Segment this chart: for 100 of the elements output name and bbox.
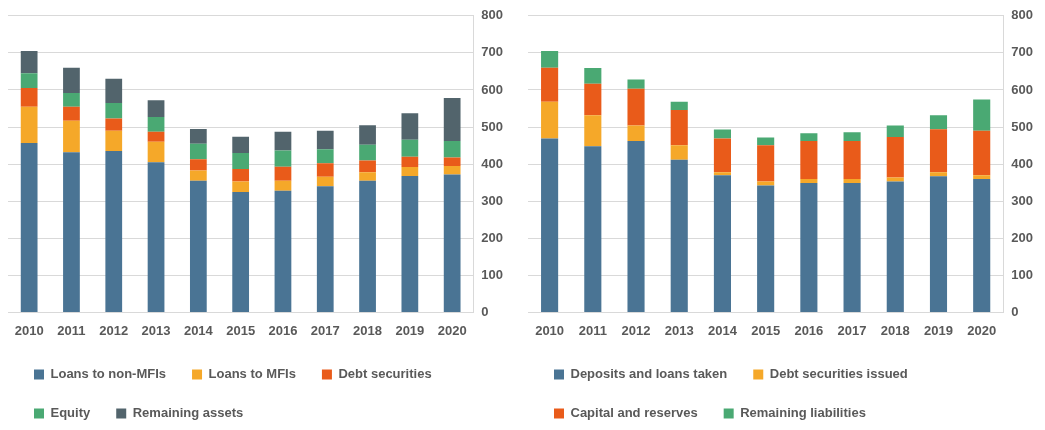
bar (316, 130, 334, 150)
bar (274, 166, 292, 181)
y-tick-label: 800 (1011, 7, 1034, 23)
bar (584, 68, 602, 84)
bar (929, 129, 948, 173)
bar (274, 150, 292, 167)
y-tick-label: 700 (481, 44, 504, 60)
bar (20, 142, 38, 312)
x-tick-label: 2016 (794, 322, 824, 338)
bar (670, 145, 688, 160)
bar (757, 145, 775, 182)
bar (443, 141, 461, 158)
bar (584, 83, 602, 116)
x-tick-label: 2017 (837, 322, 867, 338)
y-tick-label: 500 (1011, 118, 1034, 134)
x-tick-label: 2017 (310, 322, 340, 338)
x-tick-label: 2015 (226, 322, 256, 338)
bar (800, 133, 818, 142)
bar (584, 146, 602, 312)
bar (232, 168, 250, 182)
bar (105, 118, 123, 131)
x-tick-label: 2010 (14, 322, 44, 338)
bar (584, 115, 602, 147)
bar (359, 180, 376, 312)
bar (627, 79, 645, 89)
bar (627, 141, 645, 312)
bar (843, 141, 861, 179)
bar (713, 129, 731, 139)
x-tick-label: 2016 (268, 322, 298, 338)
bar (147, 100, 165, 118)
bar (800, 141, 818, 179)
bar (232, 191, 250, 312)
x-tick-label: 2018 (353, 322, 383, 338)
bar (359, 172, 376, 181)
bar (274, 190, 292, 312)
x-tick-label: 2011 (57, 322, 86, 338)
x-tick-label: 2013 (664, 322, 694, 338)
bar (713, 172, 731, 176)
x-tick-label: 2012 (99, 322, 129, 338)
bar (316, 176, 334, 187)
bar (316, 186, 334, 312)
bar (443, 165, 461, 175)
bar (929, 115, 948, 130)
bar (443, 157, 461, 166)
legend-label: Loans to MFIs (208, 366, 296, 382)
bar (105, 102, 123, 119)
bar (541, 101, 559, 139)
bar (541, 138, 559, 312)
legend-label: Deposits and loans taken (570, 366, 728, 382)
bar (20, 73, 38, 89)
y-tick-label: 600 (481, 81, 504, 97)
bar (843, 178, 861, 184)
x-tick-label: 2014 (707, 322, 738, 338)
legend-label: Loans to non-MFIs (50, 366, 167, 382)
legend-label: Debt securities issued (769, 366, 908, 382)
bar (147, 131, 165, 142)
bar (232, 136, 250, 153)
bar (757, 181, 775, 186)
bar (843, 183, 861, 312)
bar (63, 106, 80, 121)
bar (20, 88, 38, 107)
bar (973, 130, 991, 176)
legend-label: Debt securities (338, 366, 432, 382)
bar (20, 106, 38, 143)
bar (401, 175, 419, 312)
legend-label: Remaining assets (132, 405, 244, 421)
bar (147, 162, 165, 312)
bar (63, 92, 80, 107)
bar (401, 167, 419, 176)
x-tick-label: 2020 (967, 322, 997, 338)
x-tick-label: 2018 (880, 322, 910, 338)
bar (189, 180, 207, 312)
bar (886, 125, 904, 138)
y-tick-label: 300 (481, 192, 504, 208)
bar (443, 98, 461, 142)
x-tick-label: 2019 (395, 322, 425, 338)
bar (843, 132, 861, 142)
y-tick-label: 700 (1011, 44, 1034, 60)
y-tick-label: 100 (1011, 266, 1034, 282)
bar (670, 109, 688, 146)
x-tick-label: 2019 (924, 322, 953, 338)
bar (359, 160, 376, 173)
bar (316, 163, 334, 177)
bar (800, 178, 818, 184)
bar (232, 181, 250, 192)
bar (541, 51, 559, 68)
bar (105, 78, 123, 103)
bar (359, 144, 376, 161)
bar (316, 149, 334, 164)
y-tick-label: 0 (481, 303, 489, 319)
x-tick-label: 2013 (141, 322, 171, 338)
legend-label: Equity (50, 405, 91, 421)
bar (973, 178, 991, 312)
bar (401, 156, 419, 168)
bar (274, 180, 292, 191)
bar (929, 172, 948, 177)
bar (359, 125, 376, 145)
bar (189, 143, 207, 160)
x-tick-label: 2014 (183, 322, 214, 338)
bar (973, 99, 991, 131)
